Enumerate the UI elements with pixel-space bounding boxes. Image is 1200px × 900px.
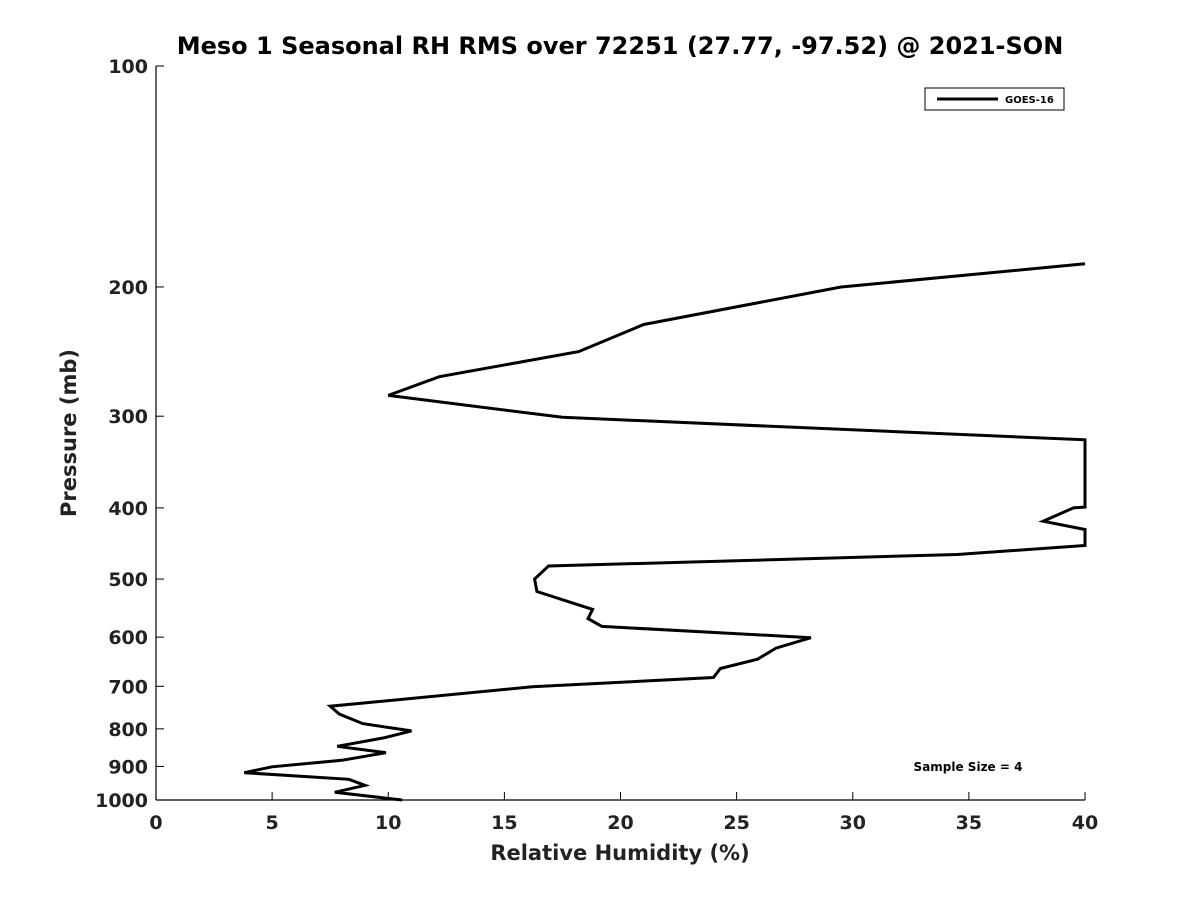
chart-title: Meso 1 Seasonal RH RMS over 72251 (27.77…	[177, 32, 1064, 60]
x-axis-label: Relative Humidity (%)	[490, 841, 749, 865]
x-tick-label: 10	[375, 812, 401, 834]
x-tick-label: 0	[149, 812, 162, 834]
x-tick-label: 15	[491, 812, 517, 834]
sample-size-annotation: Sample Size = 4	[914, 760, 1023, 774]
legend-label-goes-16: GOES-16	[1005, 95, 1054, 106]
y-tick-label: 800	[108, 719, 148, 741]
y-ticks: 100 200 300 400 500 600 700 800 900 1000	[95, 56, 164, 812]
y-tick-label: 1000	[95, 790, 148, 812]
plot-area	[243, 262, 1087, 802]
y-tick-label: 900	[108, 756, 148, 778]
y-axis-label: Pressure (mb)	[57, 349, 81, 517]
y-tick-label: 700	[108, 676, 148, 698]
y-tick-label: 200	[108, 277, 148, 299]
x-ticks: 0 5 10 15 20 25 30 35 40	[149, 792, 1098, 834]
series-line-goes-16	[243, 262, 1087, 802]
x-tick-label: 35	[956, 812, 982, 834]
y-tick-label: 500	[108, 569, 148, 591]
y-tick-label: 400	[108, 498, 148, 520]
y-tick-label: 600	[108, 627, 148, 649]
y-tick-label: 100	[108, 56, 148, 78]
x-tick-label: 30	[840, 812, 866, 834]
x-tick-label: 20	[607, 812, 633, 834]
x-tick-label: 40	[1072, 812, 1098, 834]
x-tick-label: 25	[723, 812, 749, 834]
legend: GOES-16	[924, 87, 1065, 111]
x-tick-label: 5	[266, 812, 279, 834]
y-tick-label: 300	[108, 406, 148, 428]
